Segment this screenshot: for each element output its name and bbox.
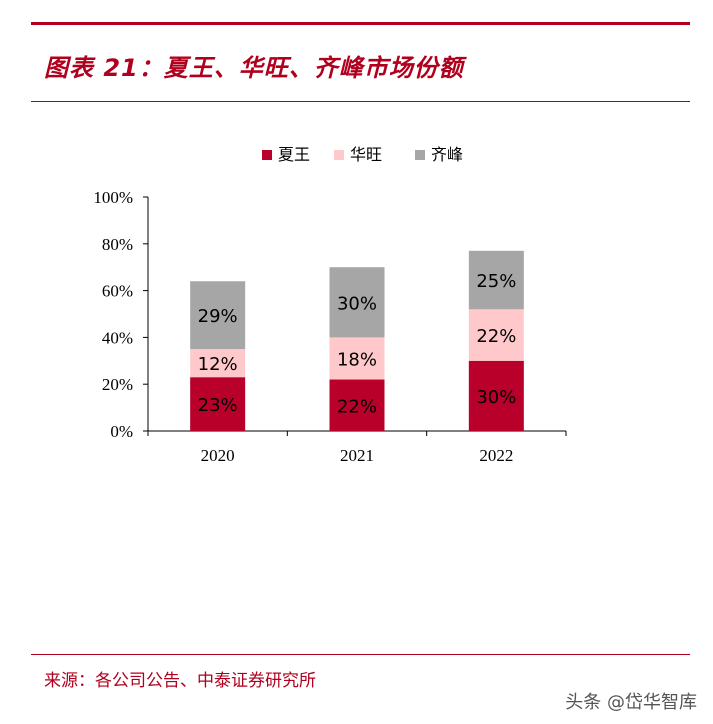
top-rule — [31, 22, 690, 25]
x-tick-label: 2021 — [340, 446, 374, 465]
bar-2021-1 — [329, 379, 385, 431]
bar-2021-2 — [329, 337, 385, 380]
legend-swatch-3 — [415, 150, 425, 160]
bar-2022-1 — [468, 360, 524, 431]
legend-swatch-1 — [262, 150, 272, 160]
x-axis: 2020 2021 2022 — [147, 430, 567, 465]
bar-2022-3 — [468, 250, 524, 310]
data-label: 29% — [198, 306, 238, 327]
bar-2020-2 — [190, 349, 246, 378]
watermark: 头条 @岱华智库 — [565, 692, 697, 713]
y-tick-label: 100% — [93, 188, 133, 207]
data-label: 30% — [337, 293, 377, 314]
bars: 23% 12% 29% 22% 18% 30% 30% 22% 25% — [190, 250, 524, 431]
y-tick-label: 60% — [102, 282, 133, 301]
bar-2022-2 — [468, 309, 524, 361]
stacked-bar-chart: 夏王 华旺 齐峰 0% 20% 40% 60% 80% 100% 2020 2021 2022 2… — [93, 145, 567, 465]
data-label: 18% — [337, 349, 377, 370]
data-label: 30% — [476, 387, 516, 408]
legend: 夏王 华旺 齐峰 — [262, 145, 463, 164]
y-tick-label: 20% — [102, 375, 133, 394]
y-tick-label: 80% — [102, 235, 133, 254]
data-label: 12% — [198, 354, 238, 375]
x-tick-label: 2020 — [201, 446, 235, 465]
data-label: 23% — [198, 395, 238, 416]
y-tick-label: 40% — [102, 328, 133, 347]
data-label: 25% — [476, 271, 516, 292]
title-rule — [31, 101, 690, 102]
y-axis: 0% 20% 40% 60% 80% 100% — [93, 188, 149, 441]
legend-swatch-2 — [334, 150, 344, 160]
chart-title: 图表 21：夏王、华旺、齐峰市场份额 — [44, 54, 464, 82]
legend-label-1: 夏王 — [278, 145, 310, 164]
footer-rule — [31, 654, 690, 655]
legend-label-3: 齐峰 — [431, 145, 463, 164]
x-tick-label: 2022 — [479, 446, 513, 465]
y-tick-label: 0% — [110, 422, 133, 441]
data-label: 22% — [476, 326, 516, 347]
bar-2020-1 — [190, 377, 246, 431]
bar-2021-3 — [329, 267, 385, 338]
bar-2020-3 — [190, 281, 246, 350]
source-note: 来源：各公司公告、中泰证券研究所 — [44, 671, 316, 691]
legend-label-2: 华旺 — [350, 145, 382, 164]
data-label: 22% — [337, 396, 377, 417]
